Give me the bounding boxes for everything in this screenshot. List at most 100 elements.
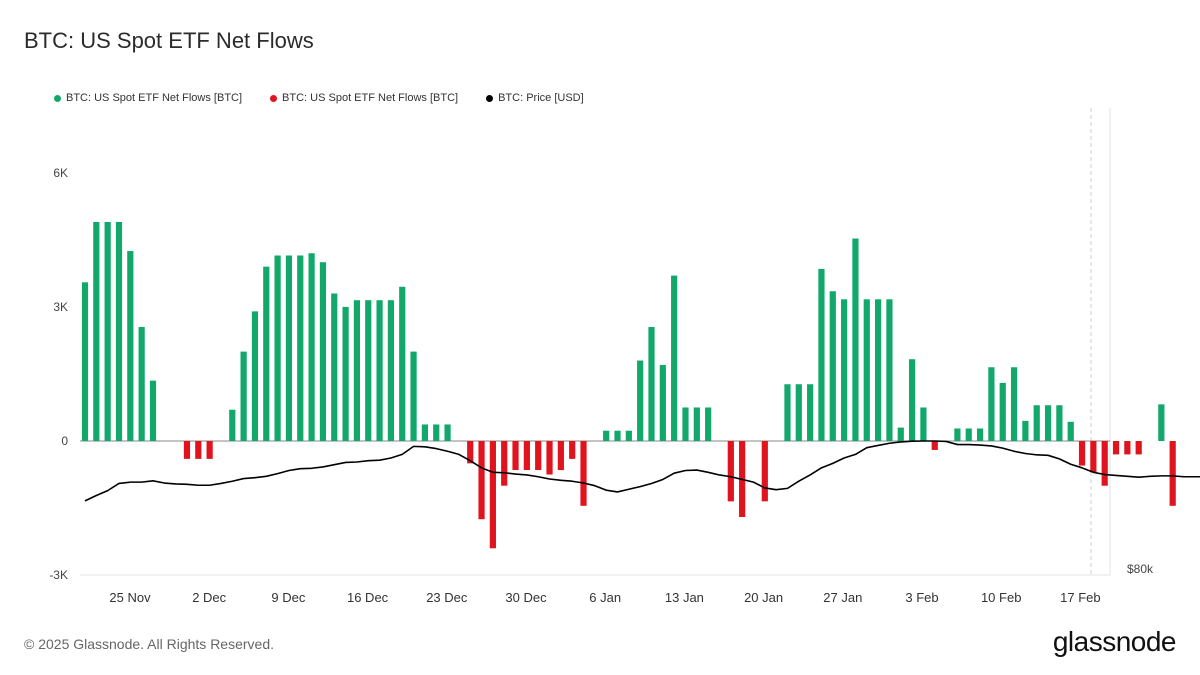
page-title: BTC: US Spot ETF Net Flows — [24, 28, 314, 53]
inflow-bar — [342, 306, 349, 441]
flow-bars — [81, 221, 1176, 549]
x-tick-label: 25 Nov — [109, 590, 151, 605]
inflow-bar — [353, 300, 361, 441]
inflow-bar — [818, 268, 825, 441]
y-tick-label: -3K — [49, 568, 68, 582]
inflow-bar — [149, 380, 157, 441]
inflow-bar — [920, 407, 927, 441]
legend-dot-black-icon — [486, 94, 494, 102]
inflow-bar — [240, 351, 247, 441]
outflow-bar — [580, 441, 587, 506]
price-line — [84, 440, 1200, 502]
inflow-bar — [1033, 405, 1040, 441]
glassnode-logo: glassnode — [1052, 626, 1177, 657]
inflow-bar — [297, 255, 304, 441]
inflow-bar — [421, 424, 428, 441]
x-tick-label: 17 Feb — [1060, 590, 1100, 605]
inflow-bar — [81, 282, 89, 441]
inflow-bar — [886, 299, 893, 441]
legend-label: BTC: US Spot ETF Net Flows [BTC] — [282, 92, 459, 104]
outflow-bar — [931, 441, 938, 450]
outflow-bar — [1112, 441, 1120, 455]
inflow-bar — [399, 286, 406, 441]
legend-item-inflows[interactable]: BTC: US Spot ETF Net Flows [BTC] — [54, 92, 242, 104]
outflow-bar — [1090, 441, 1097, 473]
inflow-bar — [988, 367, 995, 441]
x-tick-label: 2 Dec — [192, 590, 226, 605]
inflow-bar — [376, 300, 383, 441]
inflow-bar — [274, 255, 281, 441]
inflow-bar — [1158, 404, 1165, 441]
y-axis: 6K 3K 0 -3K $80k — [49, 166, 1154, 582]
outflow-bar — [489, 441, 496, 549]
inflow-bar — [863, 299, 870, 441]
inflow-bar — [410, 351, 417, 441]
x-tick-label: 27 Jan — [823, 590, 862, 605]
x-tick-label: 9 Dec — [271, 590, 305, 605]
x-tick-label: 30 Dec — [505, 590, 547, 605]
inflow-bar — [648, 327, 655, 441]
x-tick-label: 13 Jan — [665, 590, 704, 605]
inflow-bar — [1067, 421, 1074, 441]
inflow-bar — [387, 300, 395, 441]
inflow-bar — [444, 424, 451, 441]
inflow-bar — [603, 430, 610, 441]
inflow-bar — [637, 360, 644, 441]
inflow-bar — [625, 430, 632, 441]
inflow-bar — [93, 221, 100, 441]
outflow-bar — [1169, 441, 1176, 506]
inflow-bar — [127, 251, 134, 441]
outflow-bar — [569, 441, 576, 459]
outflow-bar — [206, 441, 213, 459]
y-tick-label: 3K — [53, 300, 68, 314]
inflow-bar — [138, 327, 145, 441]
inflow-bar — [285, 255, 293, 441]
outflow-bar — [183, 441, 191, 459]
inflow-bar — [829, 291, 836, 441]
inflow-bar — [263, 266, 270, 441]
x-tick-label: 6 Jan — [589, 590, 621, 605]
outflow-bar — [512, 441, 519, 471]
outflow-bar — [467, 441, 474, 464]
outflow-bar — [523, 441, 530, 471]
outflow-bar — [478, 441, 485, 520]
x-tick-label: 3 Feb — [905, 590, 938, 605]
inflow-bar — [705, 407, 712, 441]
outflow-bar — [501, 441, 508, 486]
outflow-bar — [557, 441, 564, 471]
inflow-bar — [852, 238, 859, 441]
inflow-bar — [682, 407, 689, 441]
inflow-bar — [251, 311, 259, 441]
outflow-bar — [1135, 441, 1142, 455]
inflow-bar — [1022, 420, 1029, 441]
inflow-bar — [908, 359, 916, 441]
legend-dot-green-icon — [54, 94, 61, 102]
inflow-bar — [229, 409, 236, 441]
inflow-bar — [659, 365, 666, 441]
outflow-bar — [1124, 441, 1131, 455]
inflow-bar — [795, 384, 802, 441]
legend-item-price[interactable]: BTC: Price [USD] — [486, 92, 584, 104]
outflow-bar — [761, 441, 768, 502]
inflow-bar — [319, 262, 327, 441]
inflow-bar — [1044, 405, 1052, 441]
inflow-bar — [784, 384, 791, 441]
legend-label: BTC: US Spot ETF Net Flows [BTC] — [66, 92, 243, 104]
inflow-bar — [976, 428, 984, 441]
outflow-bar — [535, 441, 542, 471]
legend-item-outflows[interactable]: BTC: US Spot ETF Net Flows [BTC] — [270, 92, 458, 104]
inflow-bar — [875, 299, 882, 441]
plot-frame — [80, 108, 1111, 576]
inflow-bar — [1056, 405, 1063, 441]
right-axis-label: $80k — [1127, 562, 1154, 576]
inflow-bar — [433, 424, 440, 441]
x-tick-label: 10 Feb — [981, 590, 1021, 605]
y-tick-label: 6K — [53, 166, 68, 180]
inflow-bar — [807, 384, 814, 441]
outflow-bar — [727, 441, 734, 502]
inflow-bar — [671, 275, 678, 441]
legend-dot-red-icon — [270, 94, 278, 102]
x-axis: 25 Nov 2 Dec 9 Dec 16 Dec 23 Dec 30 Dec 6 Jan 1… — [109, 590, 1100, 605]
outflow-bar — [195, 441, 202, 459]
